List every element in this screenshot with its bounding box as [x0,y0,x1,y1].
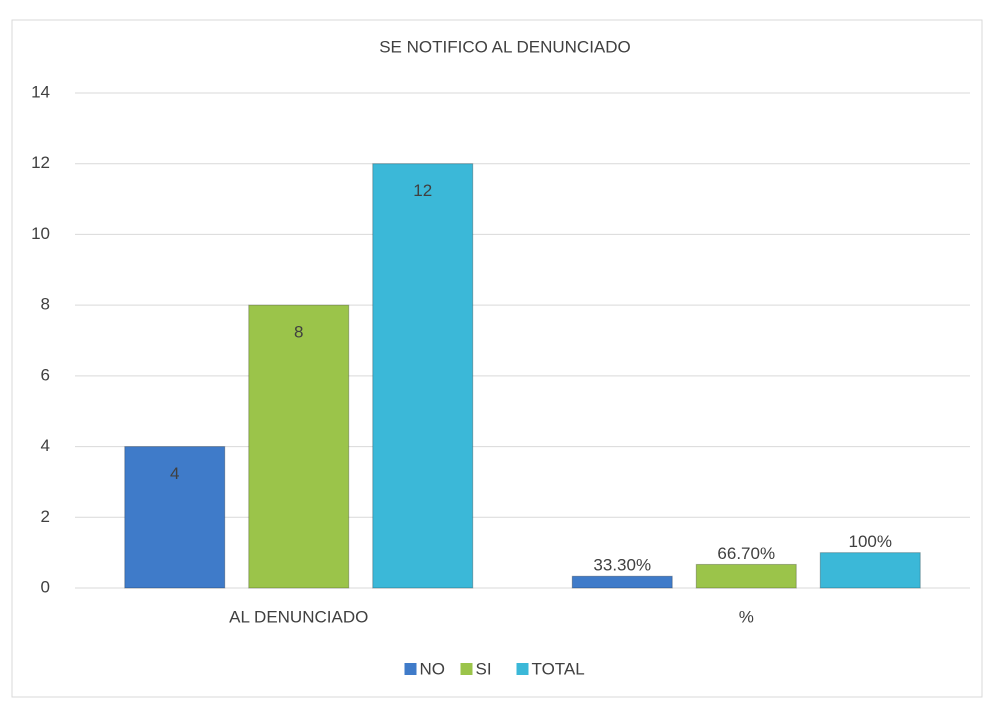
legend-swatch [404,663,417,675]
data-label: 100% [849,532,892,551]
y-tick-label: 6 [41,365,50,384]
y-tick-label: 10 [31,224,50,243]
y-tick-label: 2 [41,507,50,526]
chart-border [11,19,983,698]
legend-label: NO [420,659,446,678]
data-label: 8 [294,323,303,342]
data-label: 4 [170,464,179,483]
legend-label: SI [476,659,492,678]
y-tick-label: 14 [31,82,50,101]
bar [124,446,226,589]
y-tick-label: 8 [41,295,50,314]
bar [695,563,797,589]
bar [819,552,921,589]
x-tick-label: % [739,607,754,626]
legend-label: TOTAL [532,659,585,678]
data-label: 33.30% [593,556,651,575]
data-label: 66.70% [717,544,775,563]
y-tick-label: 4 [41,436,50,455]
y-tick-label: 0 [41,577,50,596]
bar [571,575,673,589]
data-label: 12 [413,181,432,200]
legend-swatch [460,663,473,675]
legend-swatch [516,663,529,675]
bar [372,163,474,589]
x-tick-label: AL DENUNCIADO [229,607,368,626]
y-tick-label: 12 [31,153,50,172]
chart-title: SE NOTIFICO AL DENUNCIADO [379,37,631,56]
bar [248,304,350,589]
